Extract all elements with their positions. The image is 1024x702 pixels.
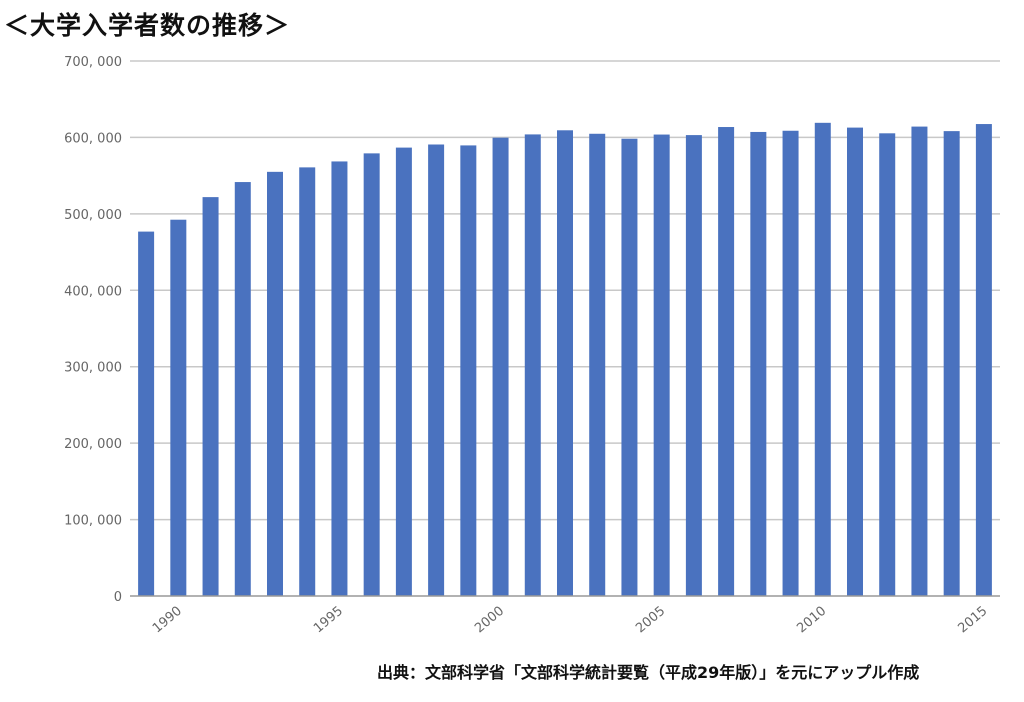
bar-2014 [943,131,960,597]
x-tick-label: 2005 [633,604,668,637]
bar-2010 [814,122,831,596]
y-tick-label: 400, 000 [64,284,122,299]
bar-2007 [718,127,735,596]
bar-2008 [750,131,767,597]
y-tick-label: 0 [114,590,122,605]
y-tick-label: 300, 000 [64,361,122,376]
bar-1995 [331,161,348,596]
bar-1990 [170,219,187,596]
bar-2006 [685,135,702,597]
bar-1992 [234,182,251,596]
bar-2013 [911,126,928,596]
y-tick-label: 500, 000 [64,208,122,223]
y-tick-label: 200, 000 [64,437,122,452]
bar-1999 [460,145,477,596]
x-axis-tick-labels: 1990 1995 2000 2005 2010 2015 [150,604,991,637]
bar-2009 [782,130,799,596]
bar-1996 [363,153,380,596]
x-tick-label: 1995 [311,604,346,637]
bar-2012 [879,133,896,596]
bar-1989 [138,231,155,596]
y-tick-label: 600, 000 [64,131,122,146]
bar-2015 [975,124,992,596]
bar-1993 [267,171,283,596]
chart-title: ＜大学入学者数の推移＞ [4,11,291,40]
y-tick-label: 700, 000 [64,55,122,70]
bar-2003 [589,133,606,596]
y-tick-label: 100, 000 [64,514,122,529]
bar-1997 [395,147,412,597]
bar-2011 [847,127,863,597]
bar-2000 [492,137,509,596]
bar-1998 [428,144,445,596]
bar-2005 [653,134,670,596]
bar-2004 [621,138,638,596]
bars [138,122,992,597]
y-axis-tick-labels: 0 100, 000 200, 000 300, 000 400, 000 500, 00… [64,55,122,605]
source-note: 出典：文部科学省「文部科学統計要覧（平成29年版）」を元にアップル作成 [377,663,920,682]
x-tick-label: 2000 [472,604,507,637]
x-tick-label: 2010 [794,604,829,637]
x-tick-label: 1990 [150,604,185,637]
bar-1991 [202,197,219,596]
bar-2002 [557,130,573,597]
bar-1994 [299,167,316,596]
bar-2001 [524,134,541,596]
x-tick-label: 2015 [955,604,990,637]
